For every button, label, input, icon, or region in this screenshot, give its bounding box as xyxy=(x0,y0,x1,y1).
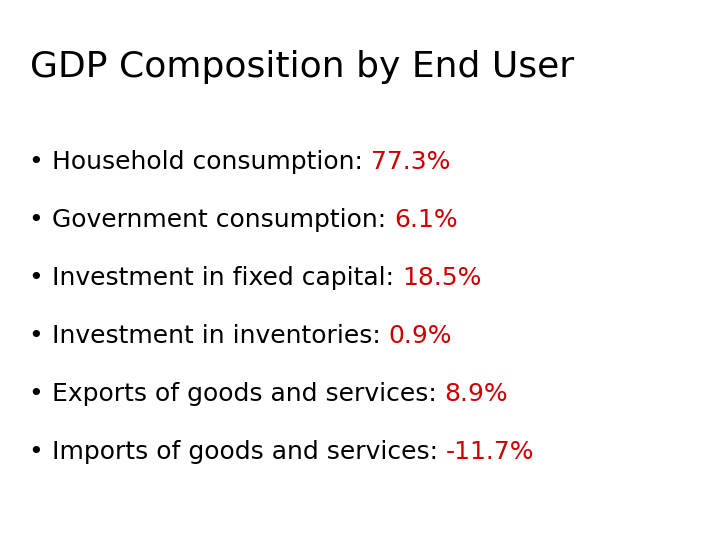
Text: 0.9%: 0.9% xyxy=(389,324,452,348)
Text: Government consumption:: Government consumption: xyxy=(52,208,394,232)
Text: 6.1%: 6.1% xyxy=(394,208,458,232)
Text: GDP Composition by End User: GDP Composition by End User xyxy=(30,50,574,84)
Text: 8.9%: 8.9% xyxy=(445,382,508,406)
Text: Exports of goods and services:: Exports of goods and services: xyxy=(52,382,445,406)
Text: Imports of goods and services:: Imports of goods and services: xyxy=(52,440,446,464)
Text: Investment in inventories:: Investment in inventories: xyxy=(52,324,389,348)
Text: •: • xyxy=(28,382,42,406)
Text: 77.3%: 77.3% xyxy=(371,150,450,174)
Text: -11.7%: -11.7% xyxy=(446,440,534,464)
Text: Household consumption:: Household consumption: xyxy=(52,150,371,174)
Text: •: • xyxy=(28,150,42,174)
Text: •: • xyxy=(28,324,42,348)
Text: Investment in fixed capital:: Investment in fixed capital: xyxy=(52,266,402,290)
Text: •: • xyxy=(28,266,42,290)
Text: •: • xyxy=(28,440,42,464)
Text: 18.5%: 18.5% xyxy=(402,266,482,290)
Text: •: • xyxy=(28,208,42,232)
